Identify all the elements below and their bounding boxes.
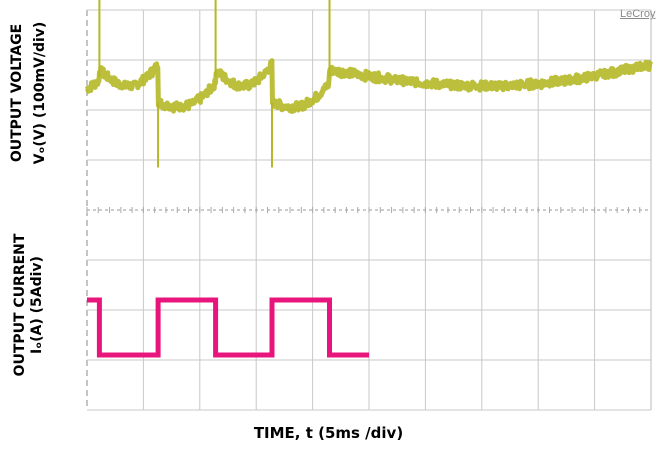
current-ylabel-line2: Iₒ(A) (5Adiv) bbox=[29, 256, 45, 354]
traces bbox=[84, 0, 653, 358]
voltage-trace bbox=[84, 58, 653, 114]
current-trace bbox=[87, 297, 369, 358]
x-axis-label: TIME, t (5ms /div) bbox=[253, 424, 404, 442]
grid bbox=[86, 9, 652, 411]
voltage-ylabel-line1: OUTPUT VOLTAGE bbox=[9, 23, 25, 163]
scope-brand-label: LeCroy bbox=[620, 8, 656, 20]
current-ylabel-line1: OUTPUT CURRENT bbox=[12, 233, 28, 377]
voltage-ylabel-line2: Vₒ(V) (100mV/div) bbox=[32, 21, 48, 165]
